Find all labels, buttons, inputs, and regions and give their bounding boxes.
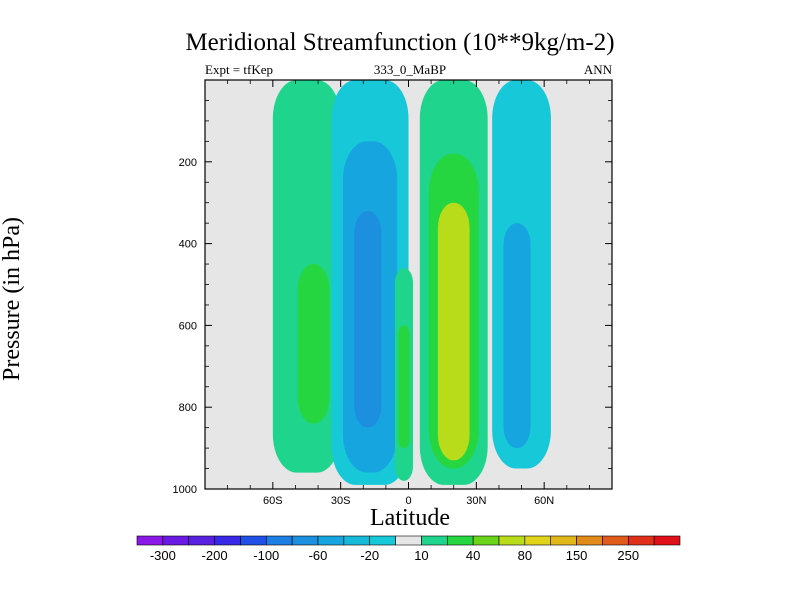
colorbar-box — [421, 535, 448, 546]
y-tick-label: 800 — [179, 402, 197, 414]
colorbar-box — [498, 535, 526, 546]
colorbar-box — [136, 535, 164, 546]
y-tick-label: 400 — [179, 239, 197, 251]
x-tick-label: 30S — [331, 495, 351, 507]
colorbar-label: -20 — [360, 548, 379, 563]
contour-region-12 — [503, 223, 531, 449]
period-label: 333_0_MaBP — [373, 62, 447, 77]
colorbar-label: 250 — [617, 548, 639, 563]
colorbar-box — [602, 535, 629, 546]
colorbar-box — [343, 535, 371, 546]
contour-region-7 — [398, 325, 410, 449]
colorbar-box — [446, 535, 474, 546]
y-axis-label: Pressure (in hPa) — [0, 217, 25, 381]
colorbar-box — [524, 535, 552, 546]
y-tick-label: 200 — [179, 157, 197, 169]
colorbar-label: 80 — [518, 548, 532, 563]
colorbar-box — [653, 535, 681, 546]
contour-regions — [205, 80, 612, 489]
colorbar-box — [576, 535, 603, 546]
y-tick-label: 1000 — [173, 484, 197, 496]
colorbar-box — [627, 535, 655, 546]
x-axis-label: Latitude — [370, 505, 450, 531]
experiment-label: Expt = tfKep — [205, 62, 273, 77]
axes: 60S 30S 0 30N 60N 200 400 600 800 1000 — [173, 79, 613, 507]
colorbar-box — [395, 535, 422, 546]
y-tick-label: 600 — [179, 320, 197, 332]
contour-region-2 — [297, 264, 330, 424]
colorbar-label: 40 — [466, 548, 480, 563]
colorbar-box — [214, 535, 241, 546]
contour-region-5 — [354, 210, 382, 428]
x-tick-label: 60N — [534, 495, 554, 507]
x-tick-label: 30N — [466, 495, 486, 507]
colorbar-box — [265, 535, 293, 546]
colorbar-box — [369, 535, 396, 546]
contour-region-10 — [437, 202, 470, 461]
colorbar-label: -300 — [150, 548, 176, 563]
colorbar-box — [162, 535, 190, 546]
colorbar-box — [240, 535, 267, 546]
colorbar-label: 10 — [414, 548, 428, 563]
season-label: ANN — [583, 62, 612, 77]
colorbar-label: -200 — [202, 548, 228, 563]
x-tick-label: 60S — [263, 495, 283, 507]
colorbar-box — [188, 535, 215, 546]
x-tick-label: 0 — [405, 495, 411, 507]
colorbar-box — [550, 535, 577, 546]
colorbar: -300 -200 -100 -60 -20 10 40 80 150 250 — [136, 535, 681, 563]
colorbar-label: -100 — [253, 548, 279, 563]
colorbar-box — [317, 535, 345, 546]
colorbar-box — [291, 535, 319, 546]
colorbar-label: 150 — [566, 548, 588, 563]
colorbar-label: -60 — [309, 548, 328, 563]
chart-title: Meridional Streamfunction (10**9kg/m-2) — [185, 29, 615, 56]
colorbar-box — [472, 535, 500, 546]
